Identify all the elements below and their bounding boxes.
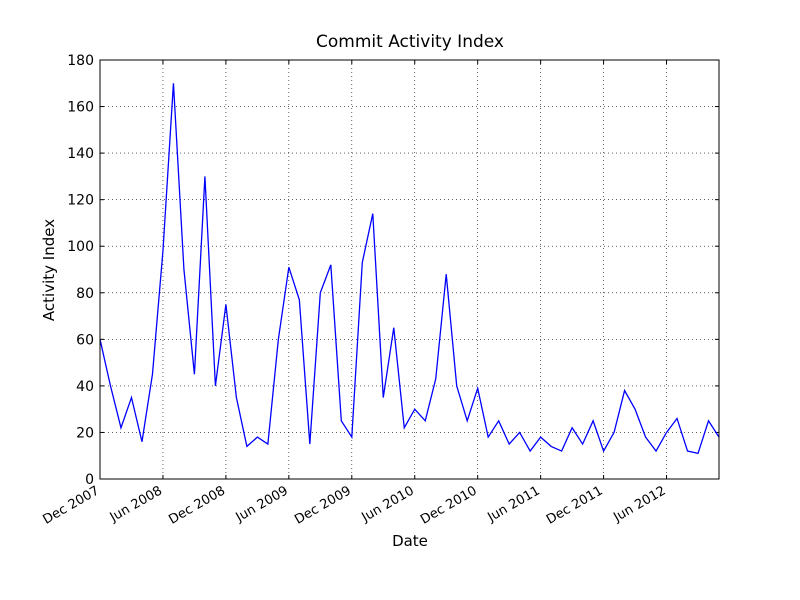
y-tick-label: 20 bbox=[76, 425, 94, 441]
chart-title: Commit Activity Index bbox=[316, 32, 504, 52]
x-axis-label: Date bbox=[392, 532, 428, 550]
y-tick-label: 0 bbox=[85, 472, 94, 488]
y-tick-label: 140 bbox=[67, 146, 94, 162]
y-tick-label: 180 bbox=[67, 53, 94, 69]
y-axis-label: Activity Index bbox=[40, 219, 58, 321]
y-tick-label: 120 bbox=[67, 193, 94, 209]
data-line bbox=[99, 83, 720, 455]
y-tick-label: 80 bbox=[76, 286, 94, 302]
plot-frame bbox=[99, 59, 720, 480]
y-tick-label: 40 bbox=[76, 379, 94, 395]
y-tick-label: 100 bbox=[67, 239, 94, 255]
y-tick-label: 160 bbox=[67, 100, 94, 116]
y-tick-label: 60 bbox=[76, 332, 94, 348]
